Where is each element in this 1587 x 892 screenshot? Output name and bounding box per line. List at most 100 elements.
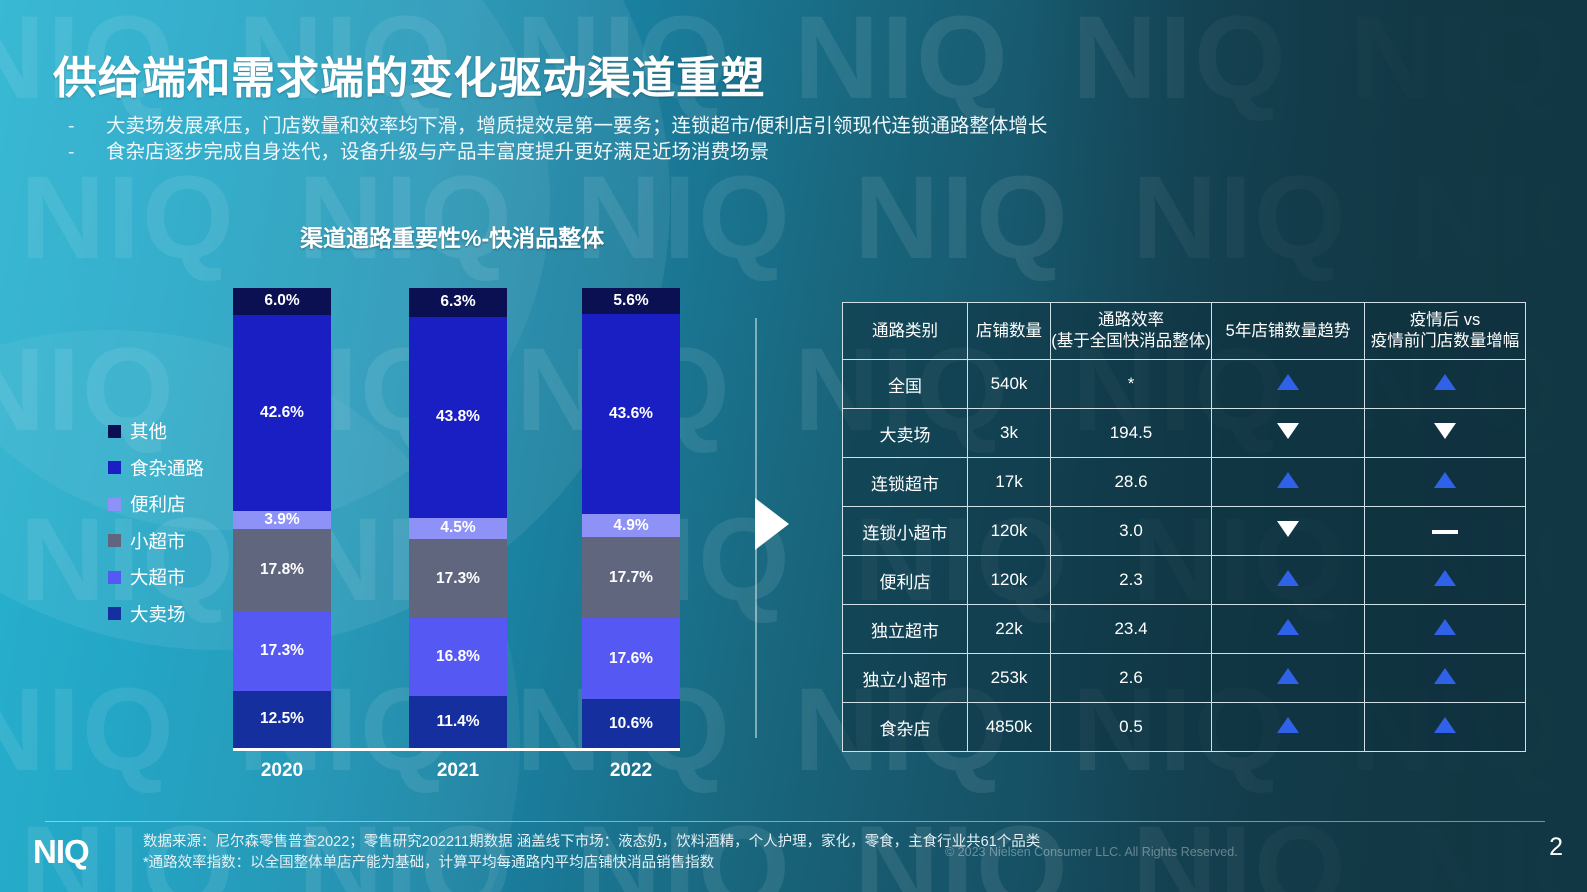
bar-segment-label: 3.9% (264, 511, 300, 529)
cell-covid-change (1364, 457, 1526, 507)
bar-segment-便利店: 3.9% (233, 511, 331, 530)
channel-metrics-table: 通路类别 店铺数量 通路效率 (基于全国快消品整体) 5年店铺数量趋势 疫情后 vs 疫情前… (842, 302, 1526, 752)
table-header-cell: 疫情后 vs 疫情前门店数量增幅 (1364, 302, 1526, 360)
niq-watermark: NIQ (20, 494, 236, 626)
cell-covid-change (1364, 506, 1526, 556)
x-tick-2021: 2021 (436, 760, 480, 781)
cell-store-count: 120k (967, 506, 1051, 556)
legend-item-其他[interactable]: 其他 (108, 418, 204, 444)
cell-efficiency: 28.6 (1050, 457, 1212, 507)
cell-five-year-trend (1211, 702, 1365, 752)
cell-efficiency: 194.5 (1050, 408, 1212, 458)
table-header-cell: 5年店铺数量趋势 (1211, 302, 1365, 360)
triangle-up-icon (1434, 716, 1456, 733)
legend-item-小超市[interactable]: 小超市 (108, 528, 204, 554)
legend-item-label: 其他 (130, 421, 168, 442)
cell-covid-change (1364, 604, 1526, 654)
cell-efficiency: 3.0 (1050, 506, 1212, 556)
bar-segment-label: 17.3% (436, 569, 480, 587)
footer-note-source: 数据来源：尼尔森零售普查2022；零售研究202211期数据 涵盖线下市场：液态… (143, 834, 1041, 850)
bar-segment-label: 4.9% (613, 516, 649, 534)
table-header-cell: 店铺数量 (967, 302, 1051, 360)
niq-watermark: NIQ (576, 152, 792, 284)
cell-store-count: 3k (967, 408, 1051, 458)
legend-swatch-icon (108, 534, 121, 547)
niq-watermark: NIQ (298, 802, 514, 892)
legend-item-label: 大超市 (130, 567, 186, 588)
bar-2021: 6.3% 43.8% 4.5% 17.3% 16.8% 11.4% (409, 287, 507, 748)
legend-item-食杂通路[interactable]: 食杂通路 (108, 455, 204, 481)
bar-2020: 6.0% 42.6% 3.9% 17.8% 17.3% 12.5% (233, 287, 331, 748)
triangle-up-icon (1277, 716, 1299, 733)
chart-title: 渠道通路重要性%-快消品整体 (300, 225, 605, 251)
niq-watermark: NIQ (298, 152, 514, 284)
triangle-up-icon (1434, 373, 1456, 390)
bar-segment-大卖场: 10.6% (582, 699, 680, 748)
table-body: 全国 540k * 大卖场 3k 194.5 连锁超市 17k 28.6 连锁小超市 120k 3.0… (842, 359, 1526, 752)
stacked-bar-chart: 6.0% 42.6% 3.9% 17.8% 17.3% 12.5% 6.3% 43.8% 4.5… (233, 287, 680, 748)
x-tick-2020: 2020 (260, 760, 304, 781)
table-row: 连锁超市 17k 28.6 (842, 457, 1526, 507)
bar-segment-label: 4.5% (440, 519, 476, 537)
cell-covid-change (1364, 408, 1526, 458)
bar-segment-label: 11.4% (436, 712, 480, 730)
bar-segment-小超市: 17.7% (582, 536, 680, 619)
footer-divider (45, 821, 1545, 822)
triangle-up-icon (1434, 569, 1456, 586)
triangle-down-icon (1277, 520, 1299, 537)
triangle-up-icon (1277, 471, 1299, 488)
x-tick-2022: 2022 (609, 760, 653, 781)
bullet-dash: - (68, 115, 75, 137)
triangle-up-icon (1277, 373, 1299, 390)
list-item: - 大卖场发展承压，门店数量和效率均下滑，增质提效是第一要务；连锁超市/便利店引… (68, 113, 1047, 139)
bar-segment-便利店: 4.5% (409, 518, 507, 539)
cell-channel-name: 大卖场 (842, 408, 968, 458)
cell-efficiency: * (1050, 359, 1212, 409)
bar-segment-label: 17.6% (609, 649, 653, 667)
bar-segment-小超市: 17.3% (409, 538, 507, 619)
bar-segment-大超市: 16.8% (409, 618, 507, 696)
niq-watermark: NIQ (576, 802, 792, 892)
legend-swatch-icon (108, 607, 121, 620)
table-header-cell: 通路效率 (基于全国快消品整体) (1050, 302, 1212, 360)
page-number: 2 (1549, 833, 1563, 861)
cell-channel-name: 连锁小超市 (842, 506, 968, 556)
legend-item-大超市[interactable]: 大超市 (108, 564, 204, 590)
bar-segment-大卖场: 11.4% (409, 695, 507, 748)
triangle-up-icon (1277, 618, 1299, 635)
cell-five-year-trend (1211, 555, 1365, 605)
bar-segment-label: 16.8% (436, 647, 480, 665)
cell-channel-name: 便利店 (842, 555, 968, 605)
bar-segment-其他: 6.3% (409, 287, 507, 317)
bar-segment-label: 43.6% (609, 405, 653, 423)
bar-segment-label: 17.3% (260, 641, 304, 659)
cell-efficiency: 23.4 (1050, 604, 1212, 654)
triangle-down-icon (1277, 422, 1299, 439)
bar-segment-食杂通路: 43.8% (409, 316, 507, 519)
table-row: 食杂店 4850k 0.5 (842, 702, 1526, 752)
table-header-line1: 5年店铺数量趋势 (1225, 321, 1351, 340)
table-row: 大卖场 3k 194.5 (842, 408, 1526, 458)
cell-efficiency: 0.5 (1050, 702, 1212, 752)
niq-watermark: NIQ (0, 324, 176, 456)
cell-store-count: 540k (967, 359, 1051, 409)
table-row: 连锁小超市 120k 3.0 (842, 506, 1526, 556)
bar-segment-其他: 6.0% (233, 287, 331, 316)
bar-segment-食杂通路: 42.6% (233, 315, 331, 512)
bar-segment-其他: 5.6% (582, 288, 680, 314)
triangle-down-icon (1434, 422, 1456, 439)
cell-channel-name: 独立超市 (842, 604, 968, 654)
bar-segment-大超市: 17.3% (233, 610, 331, 691)
niq-watermark: NIQ (0, 0, 176, 124)
cell-store-count: 17k (967, 457, 1051, 507)
bar-segment-食杂通路: 43.6% (582, 313, 680, 515)
niq-watermark: NIQ (516, 0, 732, 124)
table-header-line2: 疫情前门店数量增幅 (1370, 332, 1520, 350)
legend-item-大卖场[interactable]: 大卖场 (108, 601, 204, 627)
bar-segment-便利店: 4.9% (582, 514, 680, 537)
legend-item-便利店[interactable]: 便利店 (108, 491, 204, 517)
legend-item-label: 食杂通路 (130, 457, 205, 479)
legend-item-label: 大卖场 (130, 603, 186, 625)
cell-covid-change (1364, 653, 1526, 703)
niq-watermark: NIQ (20, 152, 236, 284)
